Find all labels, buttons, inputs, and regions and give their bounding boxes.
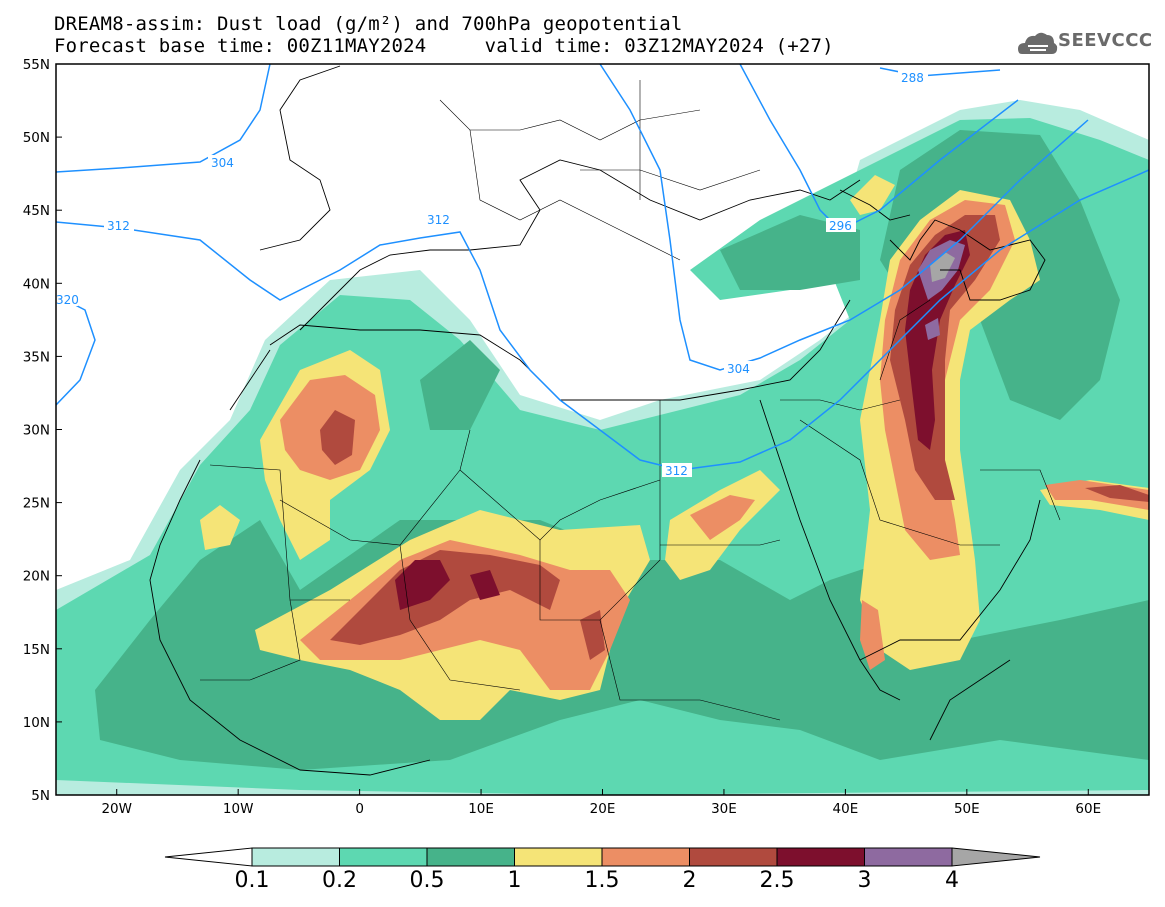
contour-label-320: 320 xyxy=(56,293,79,307)
contour-label-312-egypt: 312 xyxy=(665,464,688,478)
lon-label: 60E xyxy=(1075,801,1101,817)
lat-label: 45N xyxy=(23,203,50,219)
lat-labels: 55N 50N 45N 40N 35N 30N 25N 20N 15N 10N 5N xyxy=(23,57,50,804)
lat-label: 50N xyxy=(23,130,50,146)
dust-level-4 xyxy=(930,252,955,282)
dust-field xyxy=(56,64,1149,795)
title-line-2: Forecast base time: 00Z11MAY2024 valid t… xyxy=(54,35,834,57)
dust-level-2 xyxy=(330,550,560,645)
lat-label: 55N xyxy=(23,57,50,73)
lon-labels: 20W 10W 0 10E 20E 30E 40E 50E 60E xyxy=(101,801,1101,817)
lat-label: 15N xyxy=(23,642,50,658)
lat-label: 10N xyxy=(23,715,50,731)
seevccc-cloud-logo-icon xyxy=(1018,32,1058,54)
colorbar-cell xyxy=(776,847,865,867)
colorbar xyxy=(164,847,1041,867)
contour-label-304-west: 304 xyxy=(211,156,234,170)
country-borders xyxy=(200,80,1061,721)
colorbar-label: 3 xyxy=(857,868,872,893)
colorbar-label: 0.5 xyxy=(409,868,445,893)
colorbar-label: 1.5 xyxy=(584,868,620,893)
colorbar-label: 0.1 xyxy=(234,868,270,893)
axis-ticks xyxy=(56,63,1089,796)
lon-label: 0 xyxy=(355,801,364,817)
contour-labels: 288 296 304 312 304 312 312 320 xyxy=(56,70,928,478)
contour-label-288: 288 xyxy=(901,71,924,85)
colorbar-cell xyxy=(689,847,778,867)
colorbar-cell xyxy=(339,847,428,867)
contour-label-304-east: 304 xyxy=(727,362,750,376)
colorbar-label: 2 xyxy=(682,868,697,893)
lon-label: 20W xyxy=(101,801,132,817)
lat-label: 40N xyxy=(23,276,50,292)
lat-label: 5N xyxy=(31,788,50,804)
lon-label: 10E xyxy=(468,801,494,817)
colorbar-label: 2.5 xyxy=(759,868,795,893)
contour-label-296: 296 xyxy=(829,219,852,233)
colorbar-low-arrow xyxy=(164,847,253,867)
lat-label: 20N xyxy=(23,569,50,585)
colorbar-cell xyxy=(514,847,603,867)
colorbar-cell xyxy=(601,847,690,867)
lon-label: 40E xyxy=(833,801,859,817)
lon-label: 20E xyxy=(590,801,616,817)
title-line-1: DREAM8-assim: Dust load (g/m²) and 700hP… xyxy=(54,13,683,35)
lon-label: 50E xyxy=(954,801,980,817)
contour-label-312-med: 312 xyxy=(427,213,450,227)
lat-label: 35N xyxy=(23,349,50,365)
contour-label-312-west: 312 xyxy=(107,219,130,233)
colorbar-high-arrow xyxy=(951,847,1041,867)
lon-label: 30E xyxy=(711,801,737,817)
lat-label: 30N xyxy=(23,423,50,439)
colorbar-label: 1 xyxy=(507,868,522,893)
logo-text: SEEVCCC xyxy=(1058,30,1153,51)
colorbar-cell xyxy=(426,847,515,867)
lon-label: 10W xyxy=(223,801,254,817)
colorbar-label: 0.2 xyxy=(322,868,357,893)
dust-level-2.5 xyxy=(395,560,450,610)
colorbar-cell xyxy=(864,847,953,867)
lat-label: 25N xyxy=(23,496,50,512)
colorbar-label: 4 xyxy=(945,868,959,893)
colorbar-cell xyxy=(251,847,340,867)
